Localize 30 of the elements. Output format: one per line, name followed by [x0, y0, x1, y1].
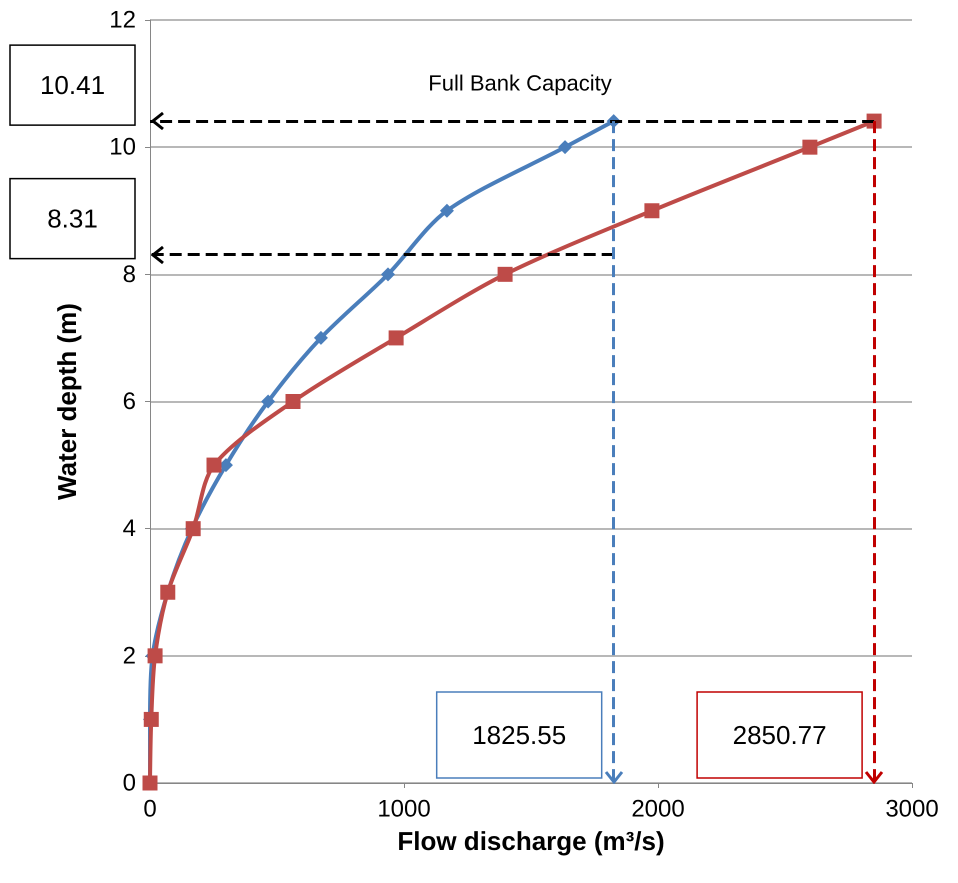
y-tick-label: 4 [122, 515, 136, 542]
point [558, 140, 572, 154]
point [440, 204, 454, 218]
point [644, 203, 660, 218]
y-tick-label: 6 [122, 388, 136, 415]
y-tick-label: 12 [109, 6, 136, 34]
y-tick-label: 10 [109, 134, 136, 161]
ref-line-label: 10.41 [40, 70, 106, 100]
point [206, 458, 222, 473]
x-tick-label: 2000 [631, 796, 685, 822]
point [314, 330, 328, 345]
point [286, 394, 300, 409]
y-tick-label: 0 [122, 770, 136, 796]
ref-line-label: 1825.55 [472, 720, 566, 750]
point [388, 330, 404, 346]
point [261, 394, 276, 408]
ref-line-label: 8.31 [47, 204, 98, 234]
point [148, 648, 163, 664]
point [802, 140, 818, 155]
x-tick-label: 0 [143, 796, 157, 822]
x-tick-label: 3000 [885, 796, 939, 822]
y-axis-title: Water depth (m) [52, 303, 82, 500]
x-axis-title: Flow discharge (m³/s) [397, 826, 665, 856]
y-tick-label: 2 [122, 642, 136, 670]
point [381, 267, 395, 282]
point [498, 266, 513, 282]
ref-line-label: 2850.77 [732, 720, 827, 750]
x-tick-label: 1000 [377, 796, 431, 822]
y-tick-label: 8 [122, 260, 136, 288]
annotation: Full Bank Capacity [428, 70, 612, 96]
